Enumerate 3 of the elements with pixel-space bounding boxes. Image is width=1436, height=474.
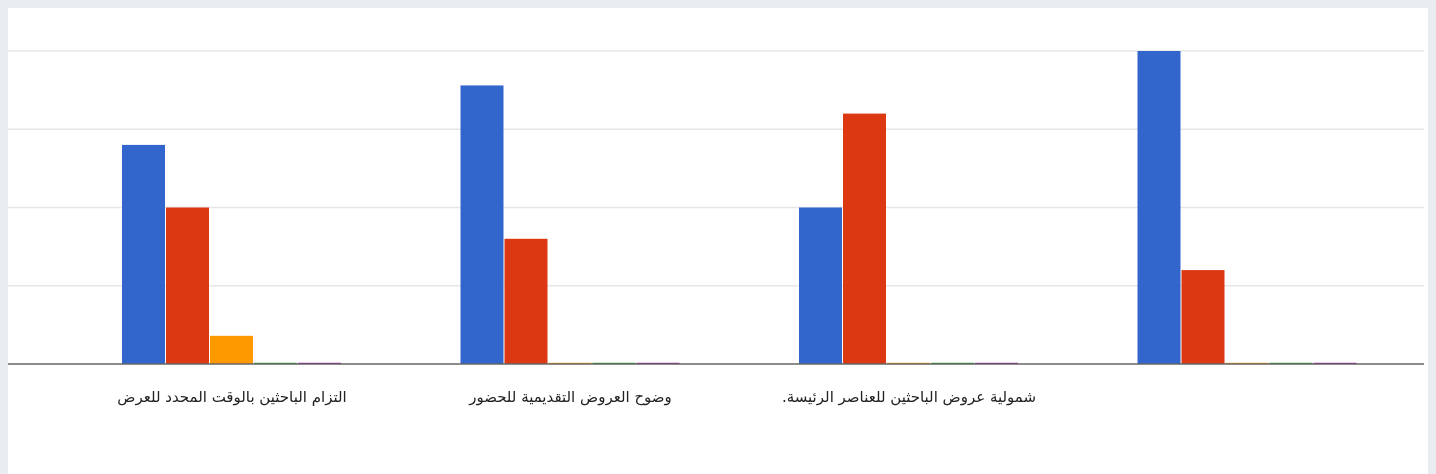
x-tick-label: شمولية عروض الباحثين للعناصر الرئيسة. — [781, 388, 1037, 406]
x-tick-label: وضوح العروض التقديمية للحضور — [468, 388, 672, 406]
x-tick-label: التزام الباحثين بالوقت المحدد للعرض — [117, 388, 347, 406]
